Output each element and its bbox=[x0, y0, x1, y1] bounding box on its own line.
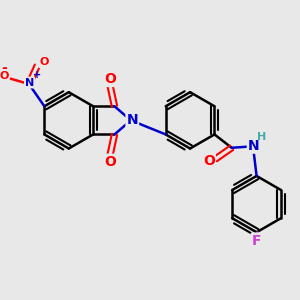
Text: O: O bbox=[104, 155, 116, 169]
Text: H: H bbox=[257, 132, 266, 142]
Text: N: N bbox=[25, 78, 34, 88]
Text: O: O bbox=[104, 72, 116, 86]
Text: O: O bbox=[0, 71, 9, 81]
Text: N: N bbox=[248, 139, 260, 153]
Text: F: F bbox=[252, 234, 261, 248]
Text: O: O bbox=[39, 57, 49, 67]
Text: O: O bbox=[203, 154, 215, 168]
Text: N: N bbox=[127, 113, 138, 128]
Text: +: + bbox=[33, 70, 41, 80]
Text: -: - bbox=[1, 61, 7, 75]
